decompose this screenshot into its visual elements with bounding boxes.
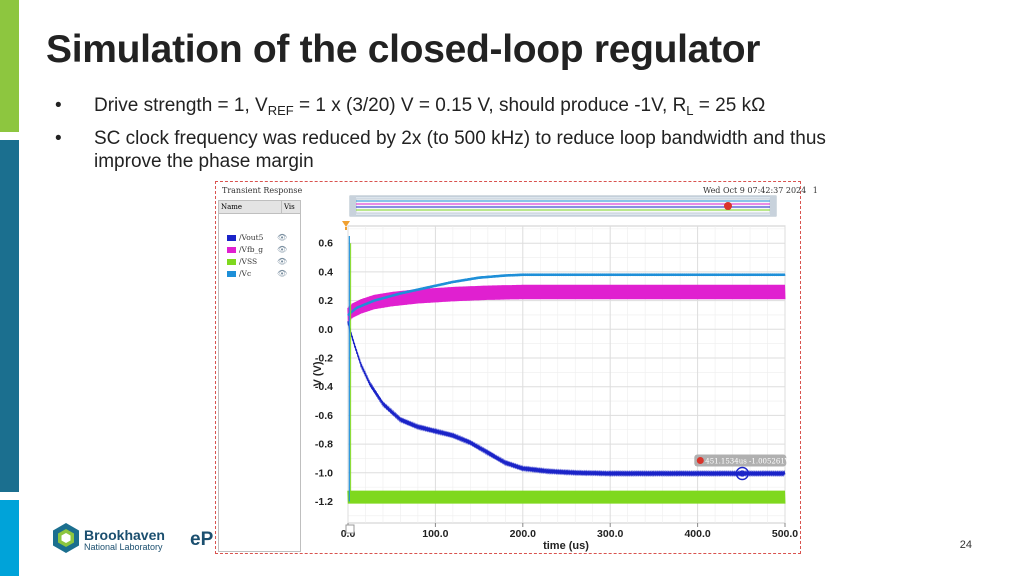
scrollbar-marker-icon[interactable] [724,202,732,210]
timestamp: Wed Oct 9 07:42:37 2024 1 [703,186,818,195]
marker-label-box [694,454,787,467]
y-tick-label: -0.2 [315,353,333,365]
accent-bar-teal [0,140,19,492]
overview-scrollbar[interactable] [349,195,777,217]
plot-area: 0.0 100.0 200.0 300.0 400.0 500.00.60.40.20.0… [312,195,798,552]
bullet-2: • SC clock frequency was reduced by 2x (… [55,128,826,172]
accent-bar-blue [0,500,19,576]
swatch-vc [227,271,236,277]
swatch-vfb-g [227,247,236,253]
bullet-symbol: • [55,128,62,149]
y-tick-label: 0.6 [318,238,333,250]
eye-icon[interactable]: 👁 [277,257,288,266]
x-tick-label: 100.0 [422,528,448,540]
marker-target-icon[interactable] [735,466,750,481]
bullet-symbol: • [55,95,62,116]
legend-item-vout5[interactable]: /Vout5 [227,233,263,242]
y-tick-label: 0.4 [318,266,333,278]
y-tick-label: -0.6 [315,410,333,422]
window-title: Transient Response [222,186,303,195]
hexagon-logo-icon [53,523,79,553]
series-line [347,321,786,478]
signal-list-header: Name Vis [219,201,300,214]
axis-toggle-icon[interactable] [345,524,355,534]
y-axis-label: V (V) [312,361,324,386]
filter-icon[interactable] [342,221,350,227]
y-tick-label: -0.8 [315,439,333,451]
scroll-handle-left[interactable] [350,196,356,216]
swatch-vss [227,259,236,265]
scroll-handle-right[interactable] [770,196,776,216]
x-axis-label: time (us) [543,540,589,552]
logo-name: Brookhaven [84,527,165,543]
y-tick-label: -0.4 [315,381,333,393]
series-line [347,490,786,504]
eye-icon[interactable]: 👁 [277,233,288,242]
y-tick-label: -1.0 [315,467,333,479]
y-tick-label: 0.0 [318,324,333,336]
x-tick-label: 400.0 [684,528,710,540]
header-name: Name [221,203,243,211]
x-tick-label: 500.0 [772,528,798,540]
header-vis: Vis [281,201,295,213]
slide-title: Simulation of the closed-loop regulator [46,28,761,71]
bullet-1: • Drive strength = 1, VREF = 1 x (3/20) … [55,95,766,118]
legend-item-vfb-g[interactable]: /Vfb_g [227,245,263,254]
simulation-figure: Transient Response Wed Oct 9 07:42:37 20… [215,181,818,554]
series-line [347,284,786,322]
marker-label: 451.1534us -1.005261V [705,458,790,466]
logo-subname: National Laboratory [84,542,163,552]
y-tick-label: 0.2 [318,295,333,307]
eye-icon[interactable]: 👁 [277,245,288,254]
x-tick-label: 300.0 [597,528,623,540]
series-line [347,273,786,316]
marker-dot-icon [696,457,704,464]
page-number: 24 [959,539,972,551]
accent-bar-green [0,0,19,132]
eye-icon[interactable]: 👁 [277,269,288,278]
plot-background [347,225,786,524]
legend-item-vss[interactable]: /VSS [227,257,257,266]
y-tick-label: -1.2 [315,496,333,508]
swatch-vout5 [227,235,236,241]
signal-list-panel: Name Vis /Vout5 /Vfb_g /VSS /Vc 👁 👁 👁 👁 [218,200,301,552]
legend-item-vc[interactable]: /Vc [227,269,251,278]
marker-target-inner [739,470,746,477]
x-tick-label: 200.0 [510,528,536,540]
logo-extra: eP [190,529,214,550]
